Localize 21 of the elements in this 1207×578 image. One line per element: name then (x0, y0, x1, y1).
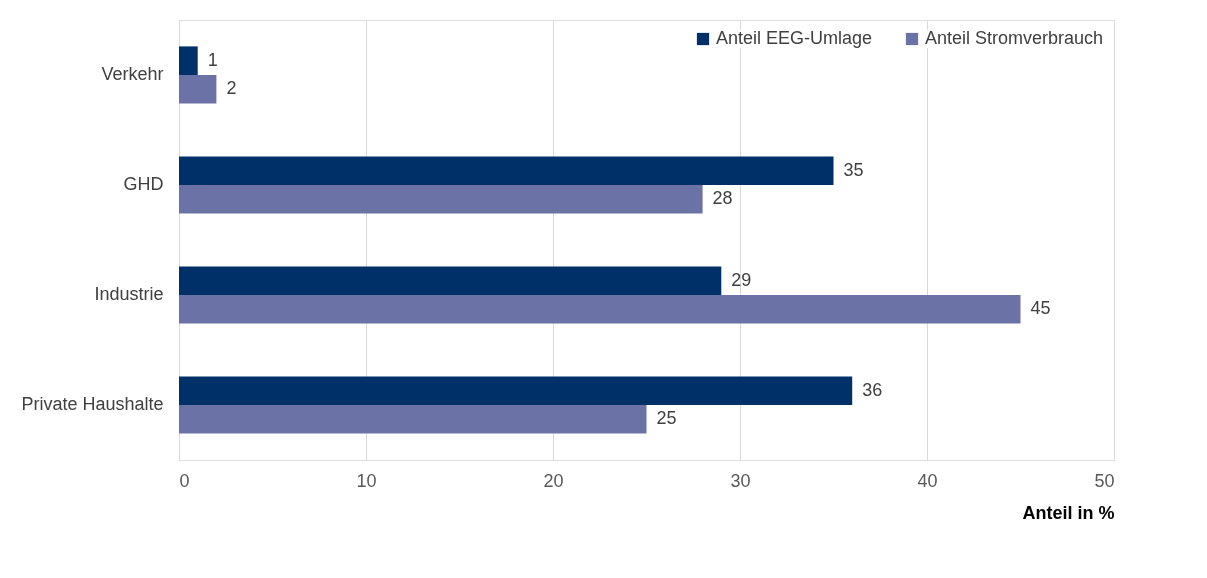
data-label: 2 (226, 78, 237, 99)
x-tick-label: 10 (356, 470, 377, 491)
data-label: 29 (731, 269, 752, 290)
data-label: 35 (843, 159, 864, 180)
x-tick-label: 20 (543, 470, 564, 491)
y-tick-label: Private Haushalte (21, 394, 164, 414)
data-label: 25 (656, 408, 677, 429)
legend-label: Anteil Stromverbrauch (925, 28, 1104, 48)
x-axis-title: Anteil in % (1022, 502, 1115, 523)
legend-label: Anteil EEG-Umlage (716, 28, 873, 48)
data-label: 1 (207, 49, 218, 70)
x-tick-label: 40 (917, 470, 938, 491)
y-tick-label: GHD (123, 174, 164, 194)
data-label: 45 (1030, 298, 1051, 319)
y-tick-label: Industrie (94, 284, 164, 304)
x-tick-label: 0 (179, 470, 190, 491)
x-tick-label: 30 (730, 470, 751, 491)
x-tick-label: 50 (1094, 470, 1115, 491)
y-tick-label: Verkehr (101, 64, 164, 84)
data-label: 28 (712, 188, 733, 209)
data-label: 36 (862, 379, 883, 400)
